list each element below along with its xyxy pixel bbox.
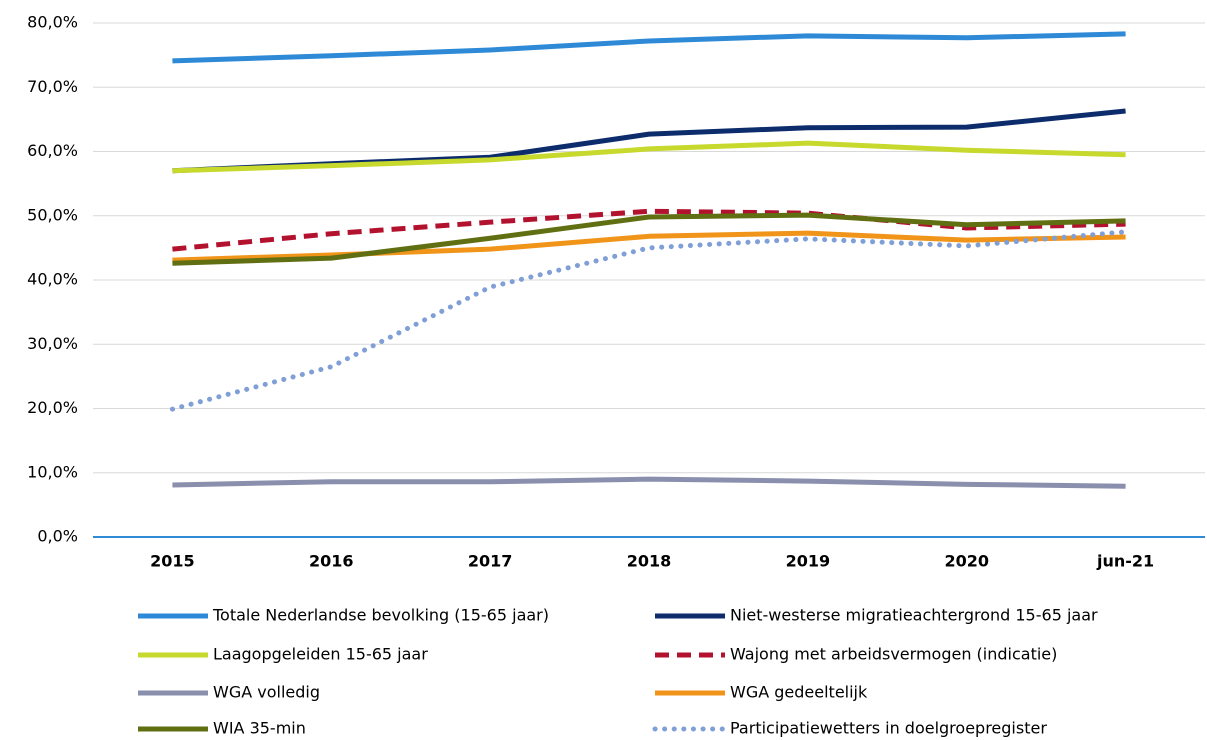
x-tick-label: 2019	[786, 552, 831, 571]
x-tick-label: 2017	[468, 552, 513, 571]
x-tick-label: 2016	[309, 552, 354, 571]
y-tick-label: 40,0%	[27, 270, 78, 289]
x-tick-label: 2020	[944, 552, 989, 571]
legend-label: Niet-westerse migratieachtergrond 15-65 …	[730, 606, 1098, 625]
x-tick-label: jun-21	[1096, 552, 1154, 571]
legend-label: WGA volledig	[213, 683, 320, 702]
y-tick-label: 30,0%	[27, 334, 78, 353]
y-tick-label: 80,0%	[27, 13, 78, 32]
y-tick-label: 60,0%	[27, 141, 78, 160]
series-line	[172, 476, 1126, 489]
x-tick-label: 2015	[150, 552, 195, 571]
legend-label: Totale Nederlandse bevolking (15-65 jaar…	[212, 606, 549, 625]
legend-label: Participatiewetters in doelgroepregister	[730, 719, 1047, 738]
legend-label: Laagopgeleiden 15-65 jaar	[213, 645, 428, 664]
series-line	[172, 212, 1126, 266]
y-tick-label: 50,0%	[27, 205, 78, 224]
series-line	[172, 208, 1126, 252]
series-line	[169, 229, 1129, 412]
y-tick-label: 70,0%	[27, 77, 78, 96]
legend-label: WGA gedeeltelijk	[730, 683, 868, 702]
legend-label: Wajong met arbeidsvermogen (indicatie)	[730, 645, 1057, 664]
y-tick-label: 20,0%	[27, 398, 78, 417]
legend-label: WIA 35-min	[213, 719, 306, 738]
y-tick-label: 10,0%	[27, 462, 78, 481]
series-line	[172, 140, 1126, 174]
x-tick-label: 2018	[627, 552, 672, 571]
y-tick-label: 0,0%	[37, 527, 78, 546]
series-line	[172, 230, 1126, 263]
series-line	[172, 31, 1126, 64]
series-line	[172, 108, 1126, 174]
